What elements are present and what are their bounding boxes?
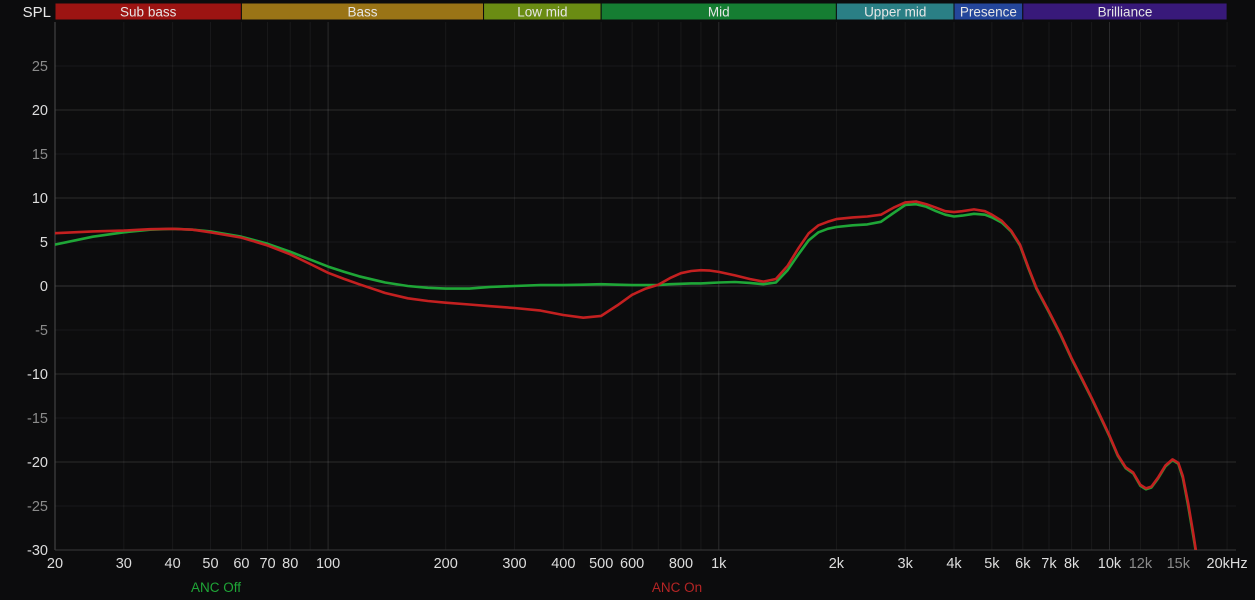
curve-anc-on: [55, 200, 1198, 550]
x-axis-tick-labels: 20 30 40 50 60 70 80 100 200 300 400 500 600 800 1k 2k 3…: [47, 556, 1248, 572]
band-label: Brilliance: [1098, 5, 1153, 20]
x-tick-label: 200: [434, 556, 458, 572]
x-tick-label: 1k: [711, 556, 727, 572]
x-tick-label: 5k: [984, 556, 1000, 572]
curves: [55, 200, 1198, 550]
x-tick-label: 20kHz: [1207, 556, 1248, 572]
x-tick-label: 2k: [829, 556, 845, 572]
y-tick-label: 20: [32, 103, 48, 119]
band-label: Bass: [347, 5, 377, 20]
y-tick-label: -10: [27, 367, 48, 383]
x-tick-label: 500: [589, 556, 613, 572]
legend-anc-on: ANC On: [652, 580, 702, 595]
y-tick-label: -15: [27, 411, 48, 427]
x-tick-label: 20: [47, 556, 63, 572]
curve-anc-off: [55, 202, 1197, 550]
legend: ANC Off ANC On: [191, 580, 702, 595]
x-tick-label: 300: [502, 556, 526, 572]
x-tick-label: 6k: [1015, 556, 1031, 572]
band-brilliance: [1022, 2, 1228, 21]
legend-anc-off: ANC Off: [191, 580, 241, 595]
x-tick-label: 70: [259, 556, 275, 572]
x-tick-label: 30: [116, 556, 132, 572]
x-tick-label: 4k: [946, 556, 962, 572]
y-tick-label: -5: [35, 323, 48, 339]
y-tick-label: -25: [27, 499, 48, 515]
x-tick-label: 3k: [898, 556, 914, 572]
x-tick-label: 12k: [1129, 556, 1153, 572]
band-label: Sub bass: [120, 5, 177, 20]
band-label: Mid: [708, 5, 730, 20]
y-axis-tick-labels: 25 20 15 10 5 0 -5 -10 -15 -20 -25 -30: [27, 59, 48, 559]
y-axis-title: SPL: [23, 4, 51, 21]
x-tick-label: 15k: [1167, 556, 1191, 572]
y-tick-label: 15: [32, 147, 48, 163]
x-tick-label: 80: [282, 556, 298, 572]
x-tick-label: 600: [620, 556, 644, 572]
y-tick-label: -30: [27, 543, 48, 559]
x-tick-label: 8k: [1064, 556, 1080, 572]
x-tick-label: 10k: [1098, 556, 1122, 572]
x-tick-label: 40: [165, 556, 181, 572]
band-label: Low mid: [517, 5, 567, 20]
y-tick-label: -20: [27, 455, 48, 471]
band-label: Upper mid: [864, 5, 926, 20]
y-tick-label: 25: [32, 59, 48, 75]
y-tick-label: 5: [40, 235, 48, 251]
y-tick-label: 0: [40, 279, 48, 295]
axis-lines: [54, 22, 1236, 551]
frequency-bands-bar: Sub bass Bass Low mid Mid Upper mid Presence B…: [54, 2, 1228, 21]
y-tick-label: 10: [32, 191, 48, 207]
band-label: Presence: [960, 5, 1017, 20]
x-tick-label: 50: [202, 556, 218, 572]
x-tick-label: 7k: [1041, 556, 1057, 572]
x-tick-label: 800: [669, 556, 693, 572]
x-tick-label: 400: [551, 556, 575, 572]
x-tick-label: 60: [233, 556, 249, 572]
x-tick-label: 100: [316, 556, 340, 572]
